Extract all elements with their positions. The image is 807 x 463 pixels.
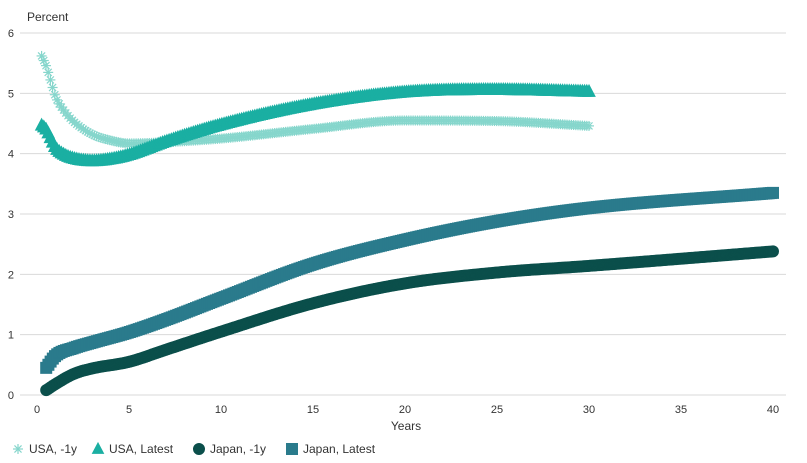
x-tick-label: 15 [307, 404, 319, 416]
series-japan-latest [40, 186, 779, 374]
x-axis-label: Years [391, 419, 421, 433]
legend-label: USA, -1y [29, 442, 77, 456]
data-point-0 [40, 60, 51, 71]
legend-item: Japan, -1y [193, 442, 266, 456]
series-japan-1y [40, 245, 779, 397]
legend-item: USA, Latest [91, 441, 174, 456]
x-tick-label: 25 [491, 404, 503, 416]
data-point-1 [582, 83, 596, 97]
x-tick-label: 10 [215, 404, 227, 416]
x-tick-label: 40 [767, 404, 779, 416]
y-tick-label: 5 [8, 88, 14, 100]
y-tick-label: 1 [8, 330, 14, 342]
x-tick-label: 20 [399, 404, 411, 416]
data-point-0 [43, 67, 54, 78]
x-tick-label: 30 [583, 404, 595, 416]
series-layer [34, 50, 779, 397]
x-tick-label: 35 [675, 404, 687, 416]
data-point-0 [584, 120, 594, 131]
x-tick-label: 5 [126, 404, 132, 416]
y-tick-label: 0 [8, 390, 14, 402]
legend-label: Japan, -1y [210, 442, 266, 456]
legend: USA, -1y USA, Latest Japan, -1y Japan, Late… [13, 441, 376, 456]
legend-marker [13, 444, 23, 454]
data-point-0 [47, 82, 58, 93]
legend-marker [286, 443, 298, 455]
data-point-2 [767, 245, 779, 258]
x-tick-label: 0 [34, 404, 40, 416]
legend-label: Japan, Latest [303, 442, 376, 456]
legend-marker [193, 443, 205, 455]
data-point-0 [45, 74, 56, 85]
y-axis-ticks: 0 1 2 3 4 5 6 [8, 28, 14, 402]
legend-marker [91, 441, 105, 454]
y-axis-label: Percent [27, 10, 69, 24]
data-point-3 [767, 186, 779, 199]
legend-label: USA, Latest [109, 442, 174, 456]
legend-item: Japan, Latest [286, 442, 376, 456]
y-tick-label: 3 [8, 209, 14, 221]
y-tick-label: 6 [8, 28, 14, 40]
series-usa-latest [34, 82, 596, 167]
y-tick-label: 2 [8, 269, 14, 281]
legend-item: USA, -1y [13, 442, 77, 456]
y-tick-label: 4 [8, 149, 14, 161]
x-axis-ticks: 0 5 10 15 20 25 30 35 40 [34, 404, 779, 416]
